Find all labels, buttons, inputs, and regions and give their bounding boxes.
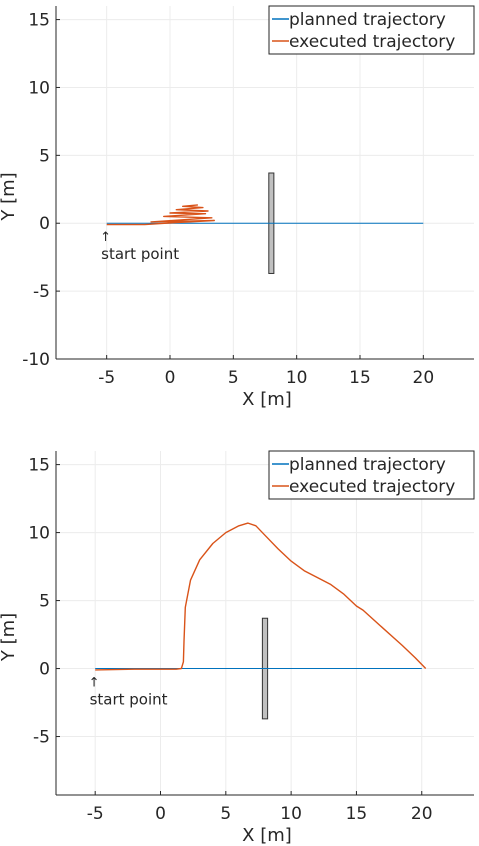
x-axis-label: X [m] (242, 389, 292, 410)
x-tick-label: -5 (98, 368, 115, 388)
x-tick-label: 5 (228, 368, 239, 388)
start-point-label: start point (101, 245, 179, 263)
legend-label-executed: executed trajectory (289, 477, 455, 497)
x-tick-label: 0 (155, 804, 166, 824)
x-tick-label: 5 (220, 804, 231, 824)
x-tick-label: 10 (280, 804, 302, 824)
y-tick-label: 10 (28, 78, 50, 98)
y-tick-label: 0 (39, 214, 50, 234)
legend-label-planned: planned trajectory (289, 455, 446, 475)
start-point-arrow: ↑ (89, 676, 100, 691)
legend-box (268, 450, 475, 500)
start-point-arrow: ↑ (100, 230, 111, 245)
y-axis-label: Y [m] (0, 172, 19, 221)
y-tick-label: 15 (28, 456, 50, 476)
executed-trajectory-line (95, 522, 427, 671)
executed-trajectory-line (106, 204, 216, 226)
x-tick-label: 15 (349, 368, 371, 388)
y-axis-label: Y [m] (0, 613, 19, 662)
top-chart-panel: -5 0 5 10 15 20 -10 -5 0 5 10 15 X [m] Y [m] ↑ start po… (0, 5, 475, 410)
y-tick-label: -5 (33, 728, 50, 748)
y-tick-label: 5 (39, 146, 50, 166)
y-tick-label: 0 (39, 660, 50, 680)
legend-label-executed: executed trajectory (289, 32, 455, 52)
x-tick-label: 10 (286, 368, 308, 388)
legend-box (268, 5, 475, 55)
x-tick-label: 20 (411, 804, 433, 824)
x-tick-label: 0 (165, 368, 176, 388)
x-tick-label: 20 (413, 368, 435, 388)
x-axis-label: X [m] (242, 825, 292, 846)
x-tick-label: 15 (346, 804, 368, 824)
plot-area (56, 6, 474, 359)
y-tick-label: 5 (39, 592, 50, 612)
start-point-label: start point (90, 691, 168, 709)
y-tick-label: -10 (22, 350, 50, 370)
x-tick-label: -5 (87, 804, 104, 824)
legend-label-planned: planned trajectory (289, 10, 446, 30)
bottom-trajectory-chart: -5 0 5 10 15 20 -5 0 5 10 15 X [m] Y [m] ↑start point… (0, 450, 475, 846)
bottom-chart-panel: -5 0 5 10 15 20 -5 0 5 10 15 X [m] Y [m] ↑ start point… (0, 423, 479, 846)
y-tick-label: -5 (33, 282, 50, 302)
y-tick-label: 15 (28, 11, 50, 31)
top-trajectory-chart: -5 0 5 10 15 20 -10 -5 0 5 10 15 X [m] Y [m] ↑start po… (0, 5, 475, 410)
y-tick-label: 10 (28, 524, 50, 544)
